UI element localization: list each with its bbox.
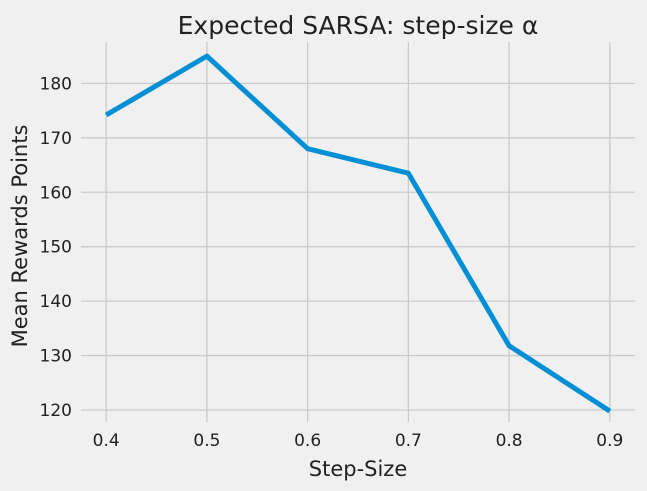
series-layer — [104, 53, 612, 414]
y-tick-label: 130 — [40, 347, 72, 367]
y-tick-label: 140 — [40, 292, 72, 312]
y-tick-label: 150 — [40, 238, 72, 258]
grid — [81, 42, 635, 422]
y-tick-label: 120 — [40, 401, 72, 421]
x-tick-label: 0.6 — [294, 431, 321, 451]
tick-labels: 0.4 0.5 0.6 0.7 0.8 0.9 120 130 140 150 160 170 180 — [40, 74, 624, 451]
x-tick-label: 0.5 — [193, 431, 220, 451]
x-tick-label: 0.9 — [596, 431, 623, 451]
y-tick-label: 180 — [40, 74, 72, 94]
y-axis-label: Mean Rewards Points — [8, 125, 32, 348]
x-axis-label: Step-Size — [309, 457, 408, 481]
x-tick-label: 0.4 — [93, 431, 120, 451]
y-tick-label: 170 — [40, 129, 72, 149]
series-line — [104, 53, 612, 414]
chart-title: Expected SARSA: step-size α — [178, 11, 539, 40]
x-tick-label: 0.7 — [395, 431, 422, 451]
y-tick-label: 160 — [40, 183, 72, 203]
x-tick-label: 0.8 — [496, 431, 523, 451]
